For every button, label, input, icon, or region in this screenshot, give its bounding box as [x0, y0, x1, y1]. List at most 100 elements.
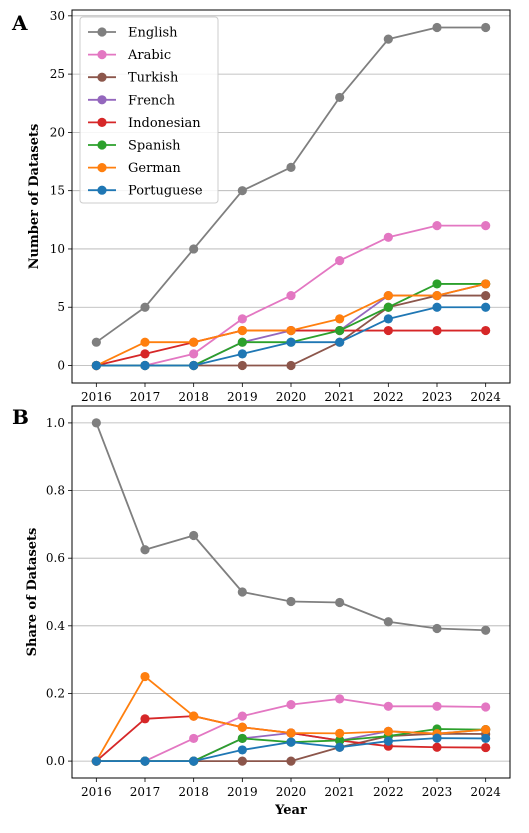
legend-label: French [128, 93, 176, 108]
data-point [432, 733, 442, 743]
x-tick-label: 2017 [130, 390, 161, 404]
data-point [140, 714, 150, 724]
data-point [140, 360, 150, 371]
data-point [237, 325, 247, 336]
data-point [383, 290, 393, 301]
data-point [481, 279, 491, 289]
y-tick-label: 0.4 [46, 619, 65, 633]
data-point [383, 314, 393, 324]
data-point [481, 733, 491, 744]
legend-item: German [88, 161, 181, 176]
data-point [91, 756, 101, 766]
data-point [432, 325, 442, 336]
data-point [140, 756, 150, 766]
series-english [91, 418, 491, 635]
data-point [91, 418, 101, 428]
y-axis-label: Share of Datasets [25, 528, 40, 657]
data-point [286, 596, 296, 607]
x-tick-label: 2021 [324, 785, 355, 799]
data-point [335, 337, 345, 347]
legend-marker [97, 95, 107, 105]
x-tick-label: 2016 [81, 390, 112, 404]
data-point [189, 733, 199, 744]
data-point [237, 314, 247, 324]
data-point [432, 290, 442, 301]
data-point [335, 742, 345, 752]
data-point [432, 623, 442, 634]
data-point [140, 349, 150, 359]
data-point [335, 314, 345, 324]
y-tick-label: 0.0 [46, 754, 65, 768]
legend-item: Turkish [88, 71, 179, 86]
data-point [286, 737, 296, 747]
data-point [140, 302, 150, 312]
x-tick-label: 2017 [130, 785, 161, 799]
legend-label: Spanish [128, 139, 181, 154]
series-line [96, 306, 486, 367]
data-point [383, 325, 393, 336]
data-point [432, 221, 442, 231]
x-axis-label: Year [274, 803, 307, 818]
data-point [189, 530, 199, 541]
data-point [383, 302, 393, 312]
data-point [189, 337, 199, 347]
legend-marker [97, 50, 107, 60]
series-portuguese [91, 302, 491, 371]
x-tick-label: 2021 [324, 390, 355, 404]
x-tick-label: 2018 [178, 785, 209, 799]
plot-frame [71, 9, 511, 384]
y-tick-label: 25 [50, 67, 65, 81]
x-tick-label: 2022 [373, 785, 404, 799]
data-point [286, 290, 296, 301]
data-point [383, 701, 393, 711]
legend-label: Turkish [128, 71, 179, 86]
data-point [383, 617, 393, 627]
legend-label: Indonesian [128, 116, 201, 131]
plot-frame [71, 405, 511, 779]
x-tick-label: 2024 [470, 390, 501, 404]
data-point [432, 742, 442, 752]
data-point [286, 360, 296, 371]
x-tick-label: 2024 [470, 785, 501, 799]
y-tick-label: 0 [57, 359, 65, 373]
x-tick-label: 2020 [276, 785, 307, 799]
data-point [237, 733, 247, 744]
data-point [91, 337, 101, 347]
data-point [237, 756, 247, 766]
data-point [140, 337, 150, 347]
legend-marker [97, 72, 107, 82]
legend-item: Arabic [88, 48, 171, 63]
y-axis-label: Number of Datasets [27, 124, 42, 270]
data-point [432, 279, 442, 289]
legend-label: German [128, 161, 181, 176]
legend: English Arabic Turkish French Indonesian Span… [79, 16, 219, 204]
data-point [189, 360, 199, 371]
data-point [237, 722, 247, 732]
panel-label: B [12, 405, 29, 429]
legend-label: English [128, 26, 178, 41]
data-point [383, 232, 393, 242]
data-point [189, 711, 199, 721]
x-tick-label: 2019 [227, 390, 258, 404]
data-point [286, 756, 296, 766]
data-point [335, 256, 345, 266]
legend-item: English [88, 26, 178, 41]
series-portuguese [91, 733, 491, 766]
data-point [335, 728, 345, 738]
legend-item: French [88, 93, 176, 108]
data-point [481, 221, 491, 231]
data-point [286, 325, 296, 336]
data-point [383, 736, 393, 746]
data-point [140, 671, 150, 682]
legend-marker [97, 117, 107, 127]
panel-b: 0.0 0.2 0.4 0.6 0.8 1.0 2016 2017 2018 2019 2020 20… [12, 405, 511, 818]
data-point [335, 92, 345, 103]
data-point [189, 349, 199, 359]
data-point [335, 694, 345, 704]
data-point [481, 302, 491, 312]
legend-item: Indonesian [88, 116, 201, 131]
data-point [237, 349, 247, 359]
x-tick-label: 2020 [276, 390, 307, 404]
data-point [481, 625, 491, 635]
data-point [432, 302, 442, 312]
